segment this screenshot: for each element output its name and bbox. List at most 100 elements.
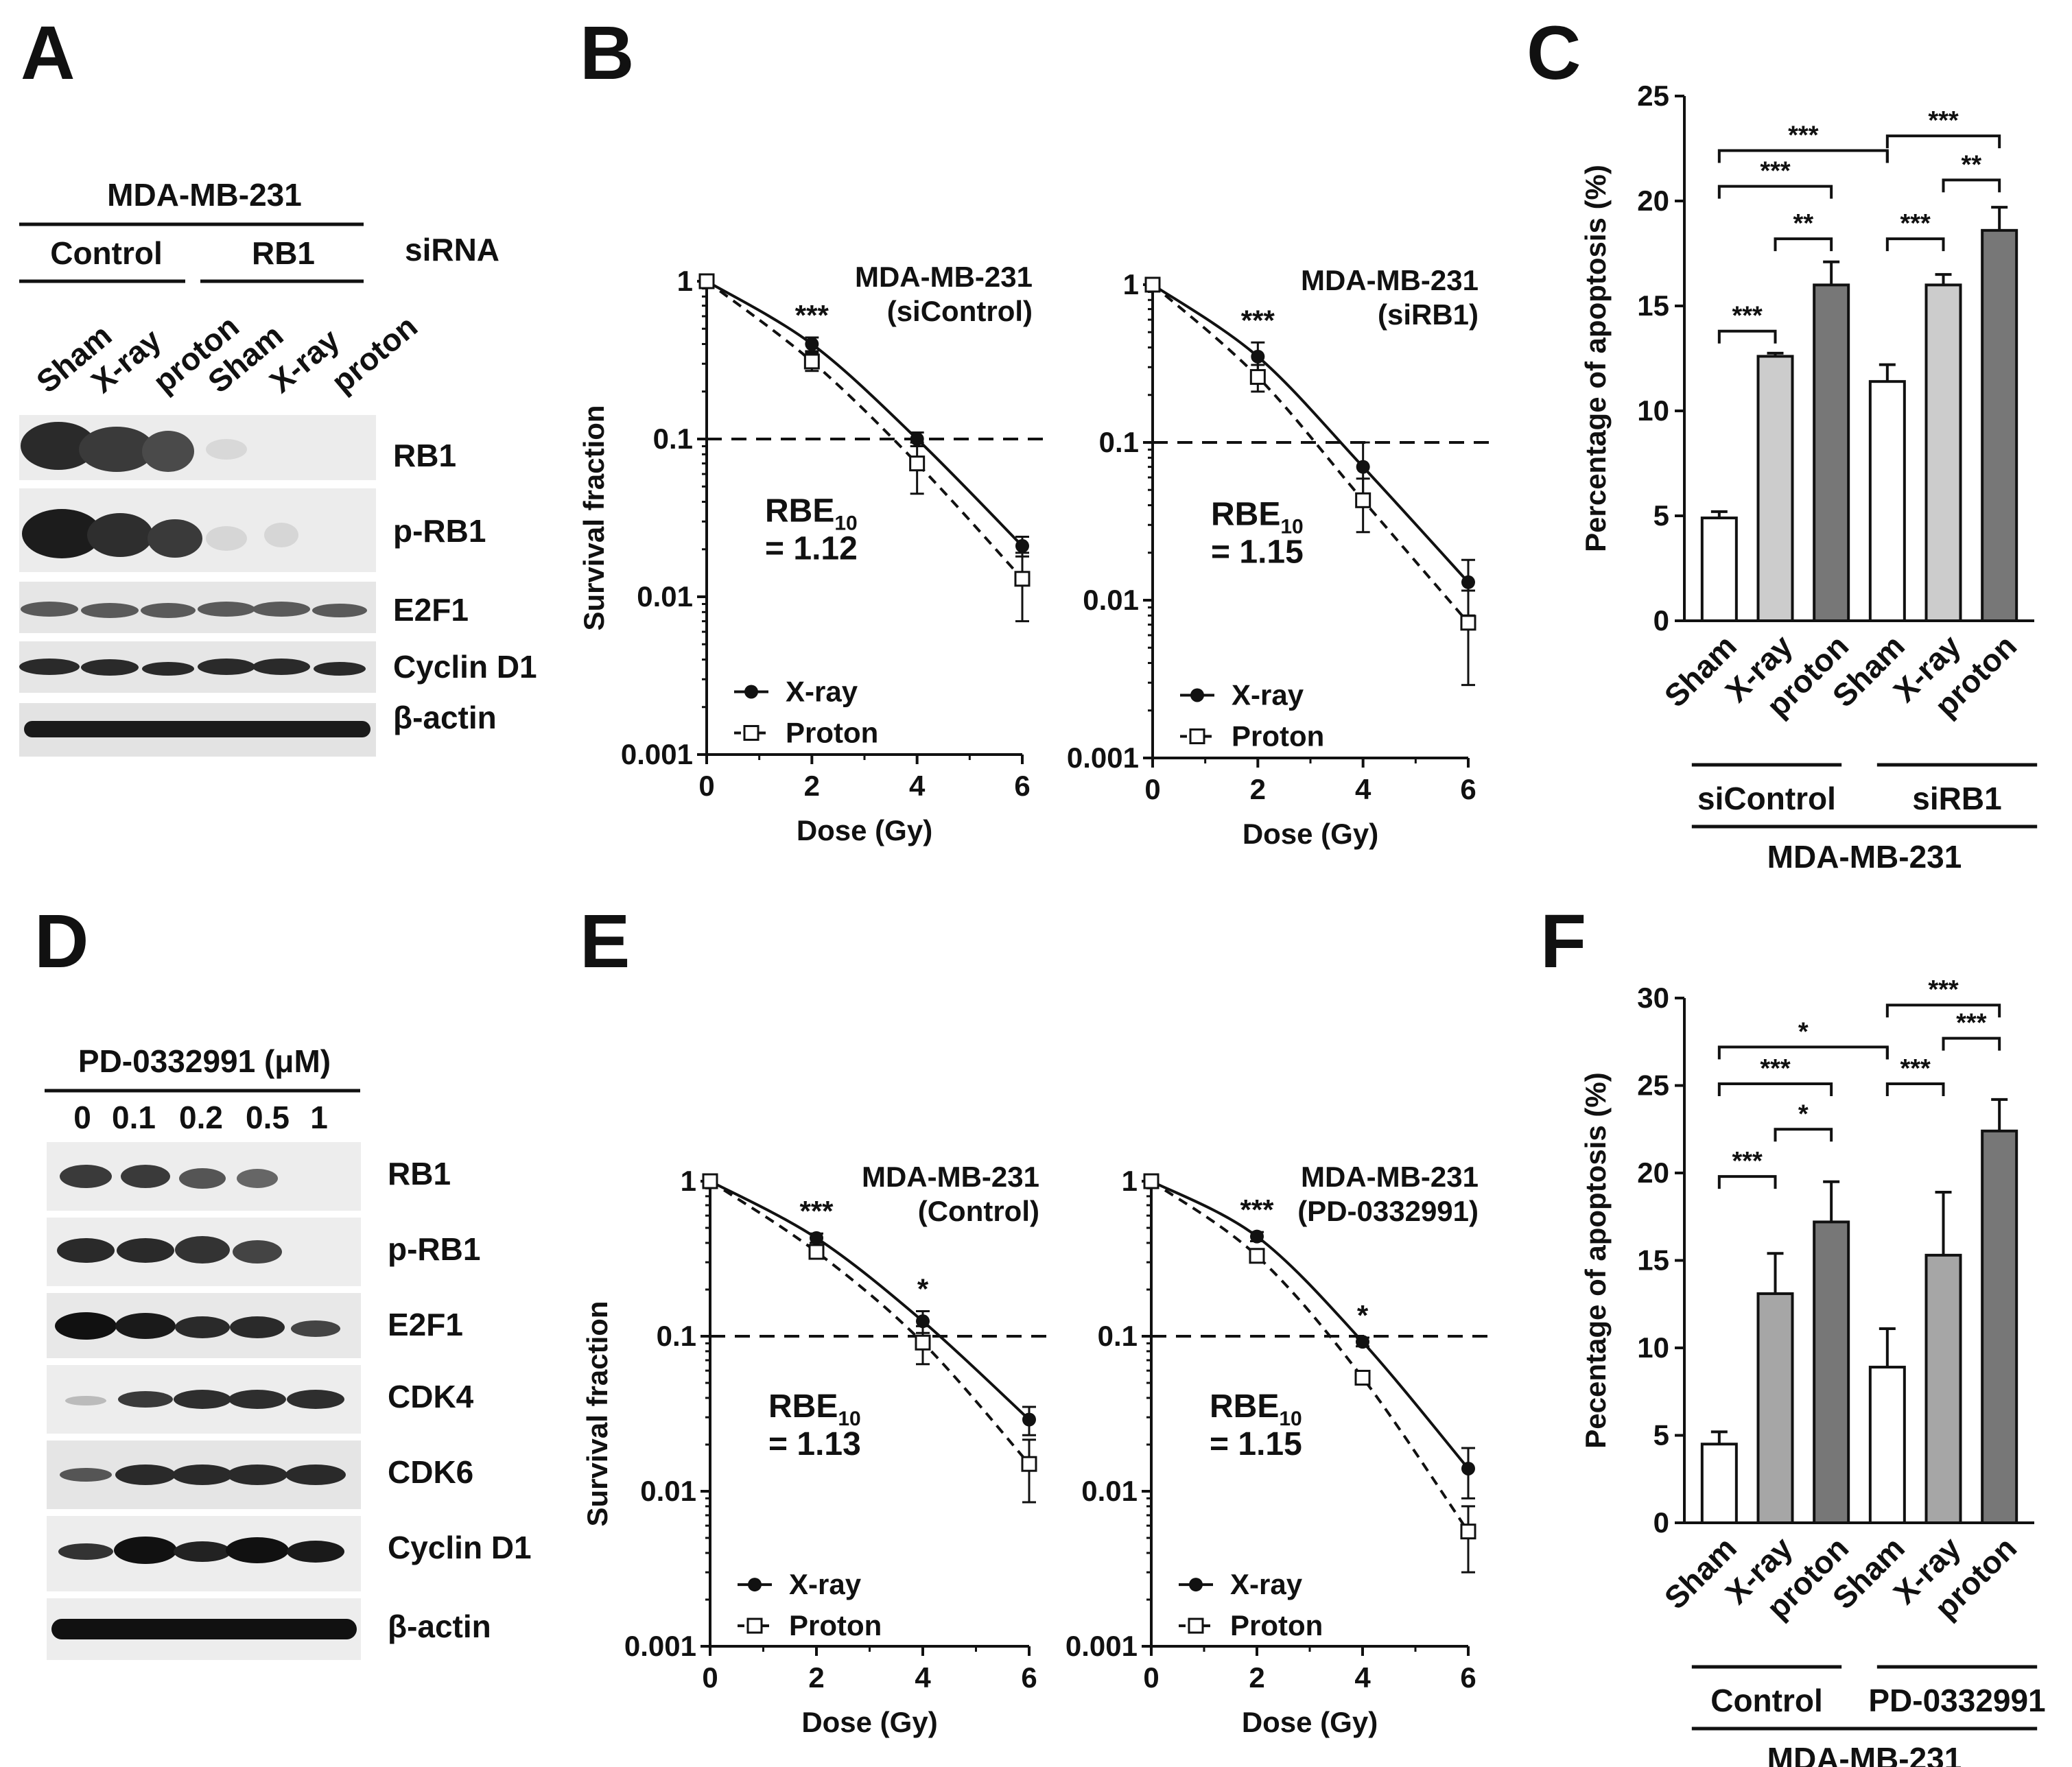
proton-point	[1143, 1173, 1159, 1189]
y-axis-label: Survival fraction	[578, 405, 610, 630]
xray-point	[916, 1314, 930, 1329]
rbe-label: RBE10	[765, 493, 858, 534]
xray-point	[1356, 1335, 1369, 1349]
chart-title-line1: MDA-MB-231	[855, 261, 1033, 293]
panel-d-dose-3: 0.2	[179, 1100, 223, 1135]
significance-label: *	[1798, 1017, 1809, 1046]
xray-curve	[1151, 283, 1470, 584]
significance-bracket	[1717, 1082, 1833, 1096]
proton-point	[1355, 492, 1371, 508]
proton-point	[1460, 1523, 1476, 1540]
legend-proton-label: Proton	[1230, 1609, 1323, 1641]
chart-title-line1: MDA-MB-231	[862, 1161, 1039, 1193]
legend-proton-marker	[746, 1617, 763, 1634]
significance-label: ***	[1240, 1194, 1274, 1226]
panel-d-dose-2: 0.1	[112, 1100, 156, 1135]
proton-curve	[705, 280, 1024, 580]
significance-label: ***	[1928, 975, 1959, 1004]
panel-a-blot-cyclind1: Cyclin D1	[393, 649, 537, 685]
significance-bracket	[1774, 1128, 1833, 1142]
panel-d-blot-rb1: RB1	[388, 1156, 451, 1191]
panel-letter-a: A	[21, 11, 75, 95]
rbe-label: RBE10	[1210, 1388, 1302, 1430]
significance-label: ***	[1900, 1054, 1931, 1083]
panel-d-western-blot: PD-0332991 (μM) 0 0.1 0.2 0.5 1	[45, 1043, 532, 1660]
proton-curve	[709, 1180, 1031, 1465]
panel-d-blot-cdk6: CDK6	[388, 1454, 473, 1490]
proton-point	[915, 1334, 931, 1351]
cell-line-label: MDA-MB-231	[1767, 1741, 1962, 1767]
x-tick-label: 2	[808, 1661, 824, 1694]
significance-label: ***	[1760, 1054, 1791, 1083]
y-axis-label: Pecentage of apoptosis (%)	[1579, 1072, 1612, 1448]
cell-line-label: MDA-MB-231	[1767, 839, 1962, 875]
xray-point	[1461, 575, 1475, 589]
panel-a-group-rb1: RB1	[252, 235, 315, 271]
chart-title-line2: (Control)	[918, 1195, 1039, 1227]
x-tick-label: 6	[1460, 1661, 1476, 1694]
significance-label: ***	[1732, 1147, 1763, 1176]
y-tick-label: 5	[1653, 1419, 1669, 1451]
proton-curve	[1151, 283, 1470, 624]
panel-d-blot-prb1: p-RB1	[388, 1231, 480, 1267]
panel-d-blot-e2f1: E2F1	[388, 1307, 463, 1342]
y-tick-label: 0.01	[640, 1475, 696, 1507]
legend-proton-label: Proton	[789, 1609, 882, 1641]
x-tick-label: 4	[1355, 773, 1371, 805]
panel-d-treatment: PD-0332991 (μM)	[78, 1043, 331, 1079]
y-tick-label: 25	[1637, 1069, 1669, 1102]
panel-a-western-blot: MDA-MB-231 Control RB1 siRNA Sham X-ray …	[19, 177, 537, 757]
bar	[1868, 1366, 1906, 1525]
chart-title-line2: (siControl)	[887, 295, 1033, 327]
xray-point	[1461, 1461, 1475, 1475]
significance-label: ***	[1928, 106, 1959, 135]
proton-point	[1460, 615, 1476, 631]
xray-point	[805, 337, 819, 351]
legend-xray-label: X-ray	[786, 675, 858, 707]
legend-proton-marker	[743, 724, 760, 741]
x-tick-label: 0	[702, 1661, 718, 1694]
significance-label: **	[1793, 209, 1814, 238]
xray-curve	[1151, 1180, 1470, 1470]
x-axis-label: Dose (Gy)	[1242, 1706, 1378, 1738]
y-tick-label: 0.001	[1067, 742, 1139, 774]
y-tick-label: 1	[681, 1165, 696, 1197]
panel-d-dose-1: 0	[73, 1100, 91, 1135]
x-tick-label: 4	[909, 770, 926, 802]
y-axis-label: Survival fraction	[581, 1301, 613, 1526]
significance-label: *	[917, 1273, 929, 1305]
significance-bracket	[1885, 237, 1945, 252]
x-axis-label: Dose (Gy)	[1243, 818, 1378, 850]
y-tick-label: 25	[1637, 80, 1669, 112]
significance-label: **	[1962, 150, 1982, 179]
xray-point	[1015, 538, 1029, 553]
panel-a-blot-actin: β-actin	[393, 700, 497, 735]
legend-proton-marker	[1189, 728, 1205, 744]
bar	[1813, 1220, 1850, 1525]
bar	[1756, 355, 1794, 622]
rbe-label: RBE10	[768, 1388, 861, 1430]
rbe-value: = 1.12	[765, 530, 858, 567]
bar	[1868, 380, 1906, 622]
significance-label: ***	[1900, 209, 1931, 238]
proton-point	[1021, 1456, 1037, 1472]
y-tick-label: 0.01	[1081, 1475, 1138, 1507]
x-tick-label: 2	[804, 770, 820, 802]
rbe-label: RBE10	[1211, 496, 1304, 538]
proton-point	[803, 353, 820, 370]
panel-a-blot-e2f1: E2F1	[393, 592, 469, 628]
y-tick-label: 1	[677, 265, 693, 297]
y-tick-label: 5	[1653, 499, 1669, 532]
xray-curve	[705, 280, 1024, 547]
panel-d-dose-4: 0.5	[246, 1100, 290, 1135]
y-tick-label: 0.1	[1098, 1320, 1138, 1352]
x-tick-label: 0	[1143, 1661, 1159, 1694]
y-axis-label: Percentage of apoptosis (%)	[1579, 165, 1612, 552]
panel-letter-f: F	[1540, 899, 1586, 984]
significance-bracket	[1774, 237, 1833, 252]
panel-a-sirna-label: siRNA	[405, 232, 499, 268]
rbe-value: = 1.15	[1211, 534, 1304, 570]
proton-point	[808, 1244, 825, 1260]
